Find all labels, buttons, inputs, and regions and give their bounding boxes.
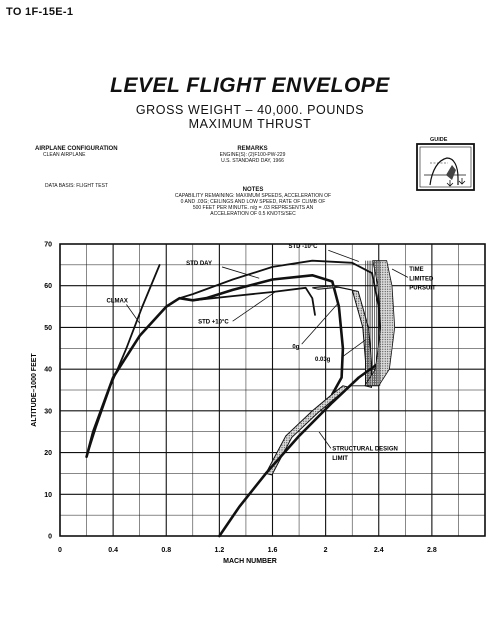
y-tick-label: 0	[48, 534, 52, 541]
y-tick-label: 30	[44, 408, 52, 415]
annotation-label: STD -10°C	[288, 244, 318, 250]
subtitle-gross-weight: GROSS WEIGHT – 40,000. POUNDS	[135, 103, 365, 117]
annotations: CLMAX STD DAY STD -10°C STD +10°C 0g 0.03g TIM…	[106, 244, 435, 462]
x-tick-label: 0	[58, 547, 62, 554]
x-tick-label: 1.6	[268, 547, 278, 554]
annotation-label: CLMAX	[106, 298, 127, 304]
notes-line: 0 AND .03G; CEILINGS AND LOW SPEED, RATE…	[180, 199, 326, 205]
annotation-label: 0g	[292, 344, 299, 350]
remarks-line: U.S. STANDARD DAY, 1966	[221, 158, 284, 164]
x-tick-label: 0.8	[161, 547, 171, 554]
y-tick-label: 10	[44, 492, 52, 499]
remarks-heading: REMARKS	[237, 146, 268, 152]
leader-std-day	[221, 266, 260, 279]
annotation-label: LIMITED	[409, 276, 434, 282]
annotation-label: STRUCTURAL DESIGN	[332, 446, 398, 452]
y-tick-label: 60	[44, 283, 52, 290]
notes-block: NOTES CAPABILITY REMAINING: MAXIMUM SPEE…	[168, 187, 338, 217]
annotation-label: 0.03g	[315, 357, 331, 363]
series-structural-design-limit	[218, 351, 389, 538]
guide-icon	[416, 143, 475, 191]
x-tick-label: 1.2	[215, 547, 225, 554]
annotation-label: LIMIT	[332, 456, 348, 462]
series-std-10-c	[191, 286, 316, 316]
notes-line: 500 FEET PER MINUTE. n/g = .03 REPRESENT…	[192, 205, 314, 211]
leader-std-minus-10	[328, 249, 359, 262]
y-tick-label: 70	[44, 242, 52, 249]
airplane-configuration: AIRPLANE CONFIGURATION CLEAN AIRPLANE	[35, 146, 118, 158]
leader-003g	[341, 339, 366, 358]
y-tick-label: 20	[44, 450, 52, 457]
config-value: CLEAN AIRPLANE	[43, 152, 86, 158]
annotation-label: PURSUIT	[409, 285, 436, 291]
tick-labels: 0 0.4 0.8 1.2 1.6 2 2.4 2.8 0 10 20 30 40 50 60 70	[44, 242, 437, 555]
annotation-label: TIME	[409, 267, 423, 273]
leader-clmax	[126, 304, 141, 324]
notes-line: CAPABILITY REMAINING: MAXIMUM SPEEDS, AC…	[174, 193, 332, 199]
leader-std-plus-10	[232, 291, 276, 322]
remarks-block: REMARKS ENGINE(S): (2)F100-PW-229 U.S. S…	[190, 146, 315, 164]
subtitle-thrust: MAXIMUM THRUST	[188, 117, 312, 131]
annotation-label: STD DAY	[186, 261, 212, 267]
leader-pursuit	[391, 268, 409, 278]
chart-title: LEVEL FLIGHT ENVELOPE	[110, 74, 390, 97]
document-id: TO 1F-15E-1	[6, 6, 74, 18]
y-tick-label: 50	[44, 325, 52, 332]
leader-structural	[318, 431, 332, 449]
config-heading: AIRPLANE CONFIGURATION	[35, 146, 118, 152]
chart-marks	[85, 259, 396, 538]
x-tick-label: 2	[324, 547, 328, 554]
guide-label: GUIDE	[430, 137, 448, 143]
x-tick-label: 0.4	[108, 547, 118, 554]
x-tick-label: 2.4	[374, 547, 384, 554]
notes-line: ACCELERATION OF 0.5 KNOTS/SEC	[210, 211, 296, 217]
region-time-limited-pursuit	[351, 260, 396, 387]
series-std-day	[85, 273, 345, 459]
notes-heading: NOTES	[242, 187, 264, 193]
y-axis-label: ALTITUDE–1000 FEET	[31, 353, 38, 427]
y-tick-label: 40	[44, 367, 52, 374]
remarks-line: ENGINE(S): (2)F100-PW-229	[219, 152, 286, 158]
annotation-label: STD +10°C	[198, 319, 229, 325]
x-axis-label: MACH NUMBER	[223, 558, 277, 565]
grid	[59, 243, 486, 537]
data-basis: DATA BASIS: FLIGHT TEST	[45, 183, 108, 189]
leader-0g	[301, 302, 340, 345]
x-tick-label: 2.8	[427, 547, 437, 554]
